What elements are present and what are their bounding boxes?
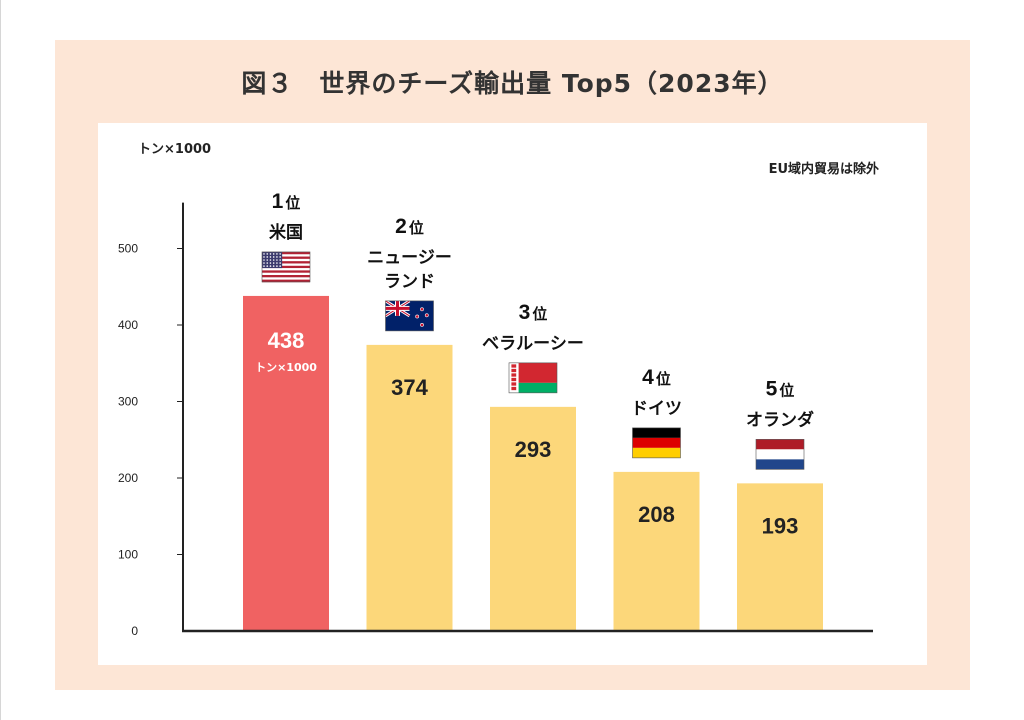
rank-number: 4 xyxy=(642,366,654,389)
country-name: 米国 xyxy=(269,222,303,243)
bar-germany xyxy=(613,471,700,631)
rank-number: 1 xyxy=(272,190,284,213)
value-label: 438 xyxy=(268,328,305,353)
rank-suffix: 位 xyxy=(779,381,794,399)
bar-netherlands xyxy=(737,483,823,631)
value-label: 193 xyxy=(762,513,799,538)
y-tick-label: 500 xyxy=(118,242,138,256)
bar-chart: 0 100 200 300 400 500 トン×1000 EU域内貿易は除外 438 トン×10… xyxy=(118,142,879,638)
rank-number: 5 xyxy=(766,377,778,400)
bar-belarus xyxy=(490,406,576,631)
country-name: ニュージー xyxy=(367,248,452,268)
country-name: ドイツ xyxy=(631,399,682,419)
rank-suffix: 位 xyxy=(285,194,300,212)
belarus-flag-icon xyxy=(508,362,558,394)
rank-number: 2 xyxy=(395,215,407,238)
country-name: ランド xyxy=(384,272,435,292)
value-label: 293 xyxy=(515,437,552,462)
rank-suffix: 位 xyxy=(656,370,671,388)
page-edge-rule xyxy=(0,0,1,720)
bar-usa xyxy=(243,295,329,631)
y-tick-label: 300 xyxy=(118,395,138,409)
y-tick-label: 200 xyxy=(118,471,138,485)
y-tick-label: 0 xyxy=(131,624,138,638)
y-tick-label: 100 xyxy=(118,548,138,562)
figure-frame: 図３ 世界のチーズ輸出量 Top5（2023年） 0 100 200 300 400 50… xyxy=(55,40,970,690)
y-axis-unit-label: トン×1000 xyxy=(138,142,211,157)
chart-panel: 0 100 200 300 400 500 トン×1000 EU域内貿易は除外 438 トン×10… xyxy=(98,123,927,665)
country-name: オランダ xyxy=(746,409,814,430)
germany-flag-icon xyxy=(632,427,681,459)
rank-number: 3 xyxy=(519,301,531,324)
rank-suffix: 位 xyxy=(409,219,424,237)
bar-unit-label: トン×1000 xyxy=(255,361,317,374)
y-tick-label: 400 xyxy=(118,318,138,332)
usa-flag-icon xyxy=(261,251,311,283)
bar-new-zealand xyxy=(366,344,453,631)
country-name: ベラルーシー xyxy=(482,334,584,354)
value-label: 374 xyxy=(391,375,428,400)
rank-suffix: 位 xyxy=(532,305,547,323)
netherlands-flag-icon xyxy=(755,439,805,470)
value-label: 208 xyxy=(638,502,675,527)
chart-title: 図３ 世界のチーズ輸出量 Top5（2023年） xyxy=(241,69,784,98)
new-zealand-flag-icon xyxy=(384,299,434,332)
note-eu-excluded: EU域内貿易は除外 xyxy=(769,161,879,177)
